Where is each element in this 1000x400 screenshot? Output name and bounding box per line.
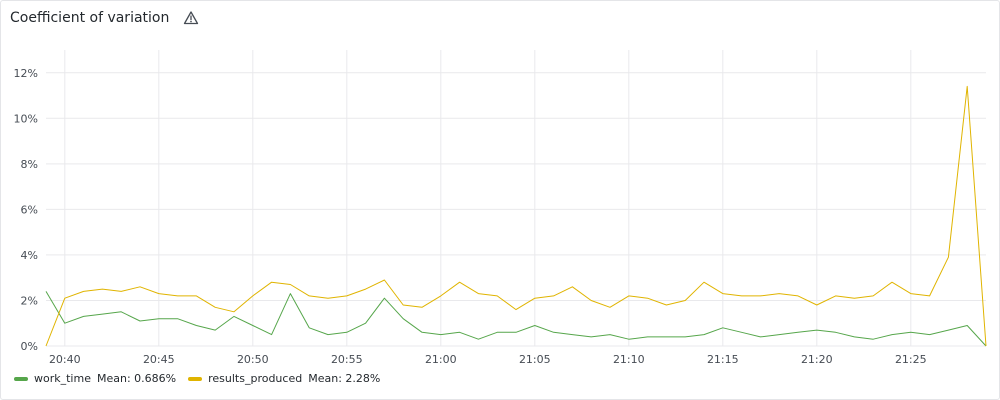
x-tick-label: 21:20 (801, 353, 833, 366)
y-tick-label: 10% (14, 112, 38, 125)
x-tick-label: 20:45 (143, 353, 175, 366)
y-tick-label: 0% (21, 340, 38, 353)
series-lines (45, 85, 987, 347)
x-tick-label: 20:50 (237, 353, 269, 366)
legend-mean-work-time: Mean: 0.686% (96, 372, 177, 385)
legend-item-results-produced[interactable]: results_produced Mean: 2.28% (188, 372, 380, 385)
panel-title[interactable]: Coefficient of variation (10, 10, 170, 26)
panel-header: Coefficient of variation (10, 7, 199, 29)
legend-item-work-time[interactable]: work_time Mean: 0.686% (14, 372, 176, 385)
y-tick-label: 6% (21, 203, 38, 216)
grid-lines (46, 50, 986, 347)
x-tick-label: 21:05 (519, 353, 551, 366)
legend-label-results-produced: results_produced (208, 372, 303, 385)
legend-mean-results-produced: Mean: 2.28% (308, 372, 381, 385)
y-tick-label: 12% (14, 67, 38, 80)
x-tick-label: 20:55 (331, 353, 363, 366)
x-tick-label: 20:40 (49, 353, 81, 366)
legend-swatch-work-time (14, 376, 28, 381)
series-line-results-produced[interactable] (45, 85, 987, 347)
y-axis-ticks: 0% 2% 4% 6% 8% 10% 12% (14, 67, 38, 353)
x-tick-label: 21:25 (895, 353, 927, 366)
x-tick-label: 21:15 (707, 353, 739, 366)
legend: work_time Mean: 0.686% results_produced … (14, 372, 380, 385)
x-tick-label: 21:00 (425, 353, 457, 366)
warning-triangle-icon[interactable] (183, 10, 199, 26)
series-line-work-time[interactable] (45, 291, 987, 347)
y-tick-label: 2% (21, 294, 38, 307)
y-tick-label: 8% (21, 158, 38, 171)
legend-label-work-time: work_time (34, 372, 91, 385)
x-axis-ticks: 20:40 20:45 20:50 20:55 21:00 21:05 21:10 21:15… (49, 353, 927, 366)
y-tick-label: 4% (21, 249, 38, 262)
x-tick-label: 21:10 (613, 353, 645, 366)
legend-swatch-results-produced (188, 376, 203, 381)
